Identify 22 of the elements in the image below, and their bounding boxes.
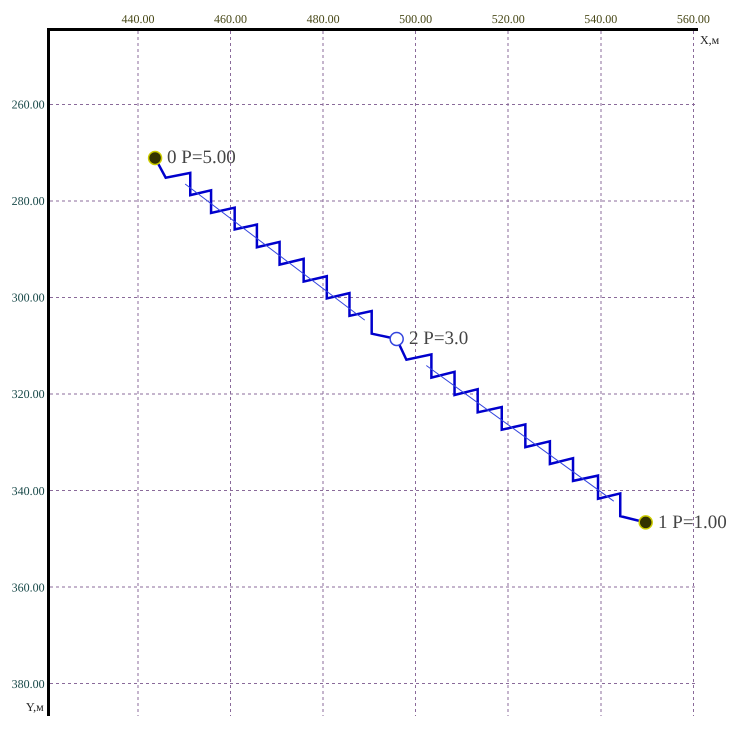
- x-tick-label: 520.00: [492, 12, 525, 26]
- annotation: 2 P=3.0: [409, 328, 468, 349]
- y-tick-label: 280.00: [12, 194, 45, 208]
- y-axis-title: Y,м: [26, 700, 44, 714]
- y-tick-label: 360.00: [12, 580, 45, 594]
- point: [148, 150, 162, 166]
- annotation: 0 P=5.00: [167, 147, 236, 168]
- point: [638, 515, 653, 530]
- x-axis-title: X,м: [700, 33, 720, 47]
- x-tick-label: 460.00: [214, 12, 248, 26]
- y-tick-label: 380.00: [12, 676, 45, 691]
- x-tick-label: 500.00: [399, 12, 432, 26]
- x-tick-label: 480.00: [306, 12, 340, 26]
- point: [389, 332, 404, 346]
- x-tick-label: 540.00: [584, 12, 618, 26]
- annotation: 1 P=1.00: [658, 512, 727, 533]
- x-tick-label: 560.00: [676, 12, 710, 26]
- y-tick-label: 300.00: [12, 290, 45, 305]
- y-tick-label: 260.00: [12, 98, 45, 112]
- y-tick-label: 320.00: [12, 387, 45, 402]
- x-tick-label: 440.00: [121, 12, 154, 26]
- y-tick-label: 340.00: [12, 484, 45, 498]
